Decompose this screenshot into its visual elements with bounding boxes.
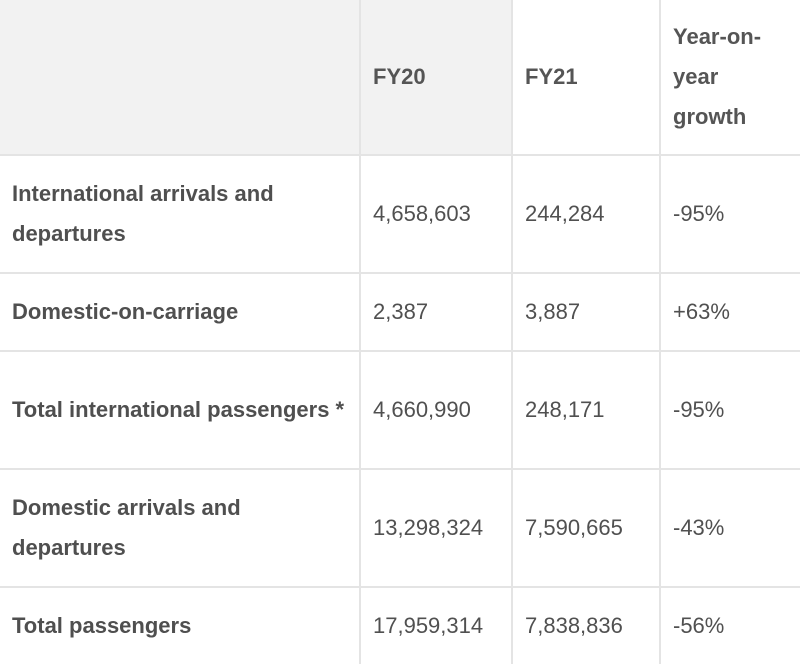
cell-fy21: 7,590,665 bbox=[511, 468, 661, 588]
cell-fy21: 244,284 bbox=[511, 154, 661, 274]
row-label: Domestic-on-carriage bbox=[0, 272, 361, 352]
table-row: Total international passengers * 4,660,9… bbox=[0, 350, 800, 470]
header-cell-fy21: FY21 bbox=[511, 0, 661, 156]
table-header-row: FY20 FY21 Year-on-year growth bbox=[0, 0, 800, 156]
row-label: International arrivals and departures bbox=[0, 154, 361, 274]
cell-growth: -95% bbox=[659, 350, 800, 470]
cell-fy21: 3,887 bbox=[511, 272, 661, 352]
cell-growth: -43% bbox=[659, 468, 800, 588]
cell-fy20: 4,660,990 bbox=[359, 350, 513, 470]
header-cell-blank bbox=[0, 0, 361, 156]
table-row: Domestic arrivals and departures 13,298,… bbox=[0, 468, 800, 588]
cell-fy20: 13,298,324 bbox=[359, 468, 513, 588]
row-label: Domestic arrivals and departures bbox=[0, 468, 361, 588]
cell-growth: -95% bbox=[659, 154, 800, 274]
cell-fy20: 2,387 bbox=[359, 272, 513, 352]
row-label: Total international passengers * bbox=[0, 350, 361, 470]
header-cell-fy20: FY20 bbox=[359, 0, 513, 156]
table-row: Total passengers 17,959,314 7,838,836 -5… bbox=[0, 586, 800, 664]
header-cell-yoy-growth: Year-on-year growth bbox=[659, 0, 800, 156]
table-row: International arrivals and departures 4,… bbox=[0, 154, 800, 274]
cell-growth: -56% bbox=[659, 586, 800, 664]
cell-fy21: 248,171 bbox=[511, 350, 661, 470]
cell-fy20: 4,658,603 bbox=[359, 154, 513, 274]
cell-fy20: 17,959,314 bbox=[359, 586, 513, 664]
cell-growth: +63% bbox=[659, 272, 800, 352]
row-label: Total passengers bbox=[0, 586, 361, 664]
cell-fy21: 7,838,836 bbox=[511, 586, 661, 664]
table-row: Domestic-on-carriage 2,387 3,887 +63% bbox=[0, 272, 800, 352]
